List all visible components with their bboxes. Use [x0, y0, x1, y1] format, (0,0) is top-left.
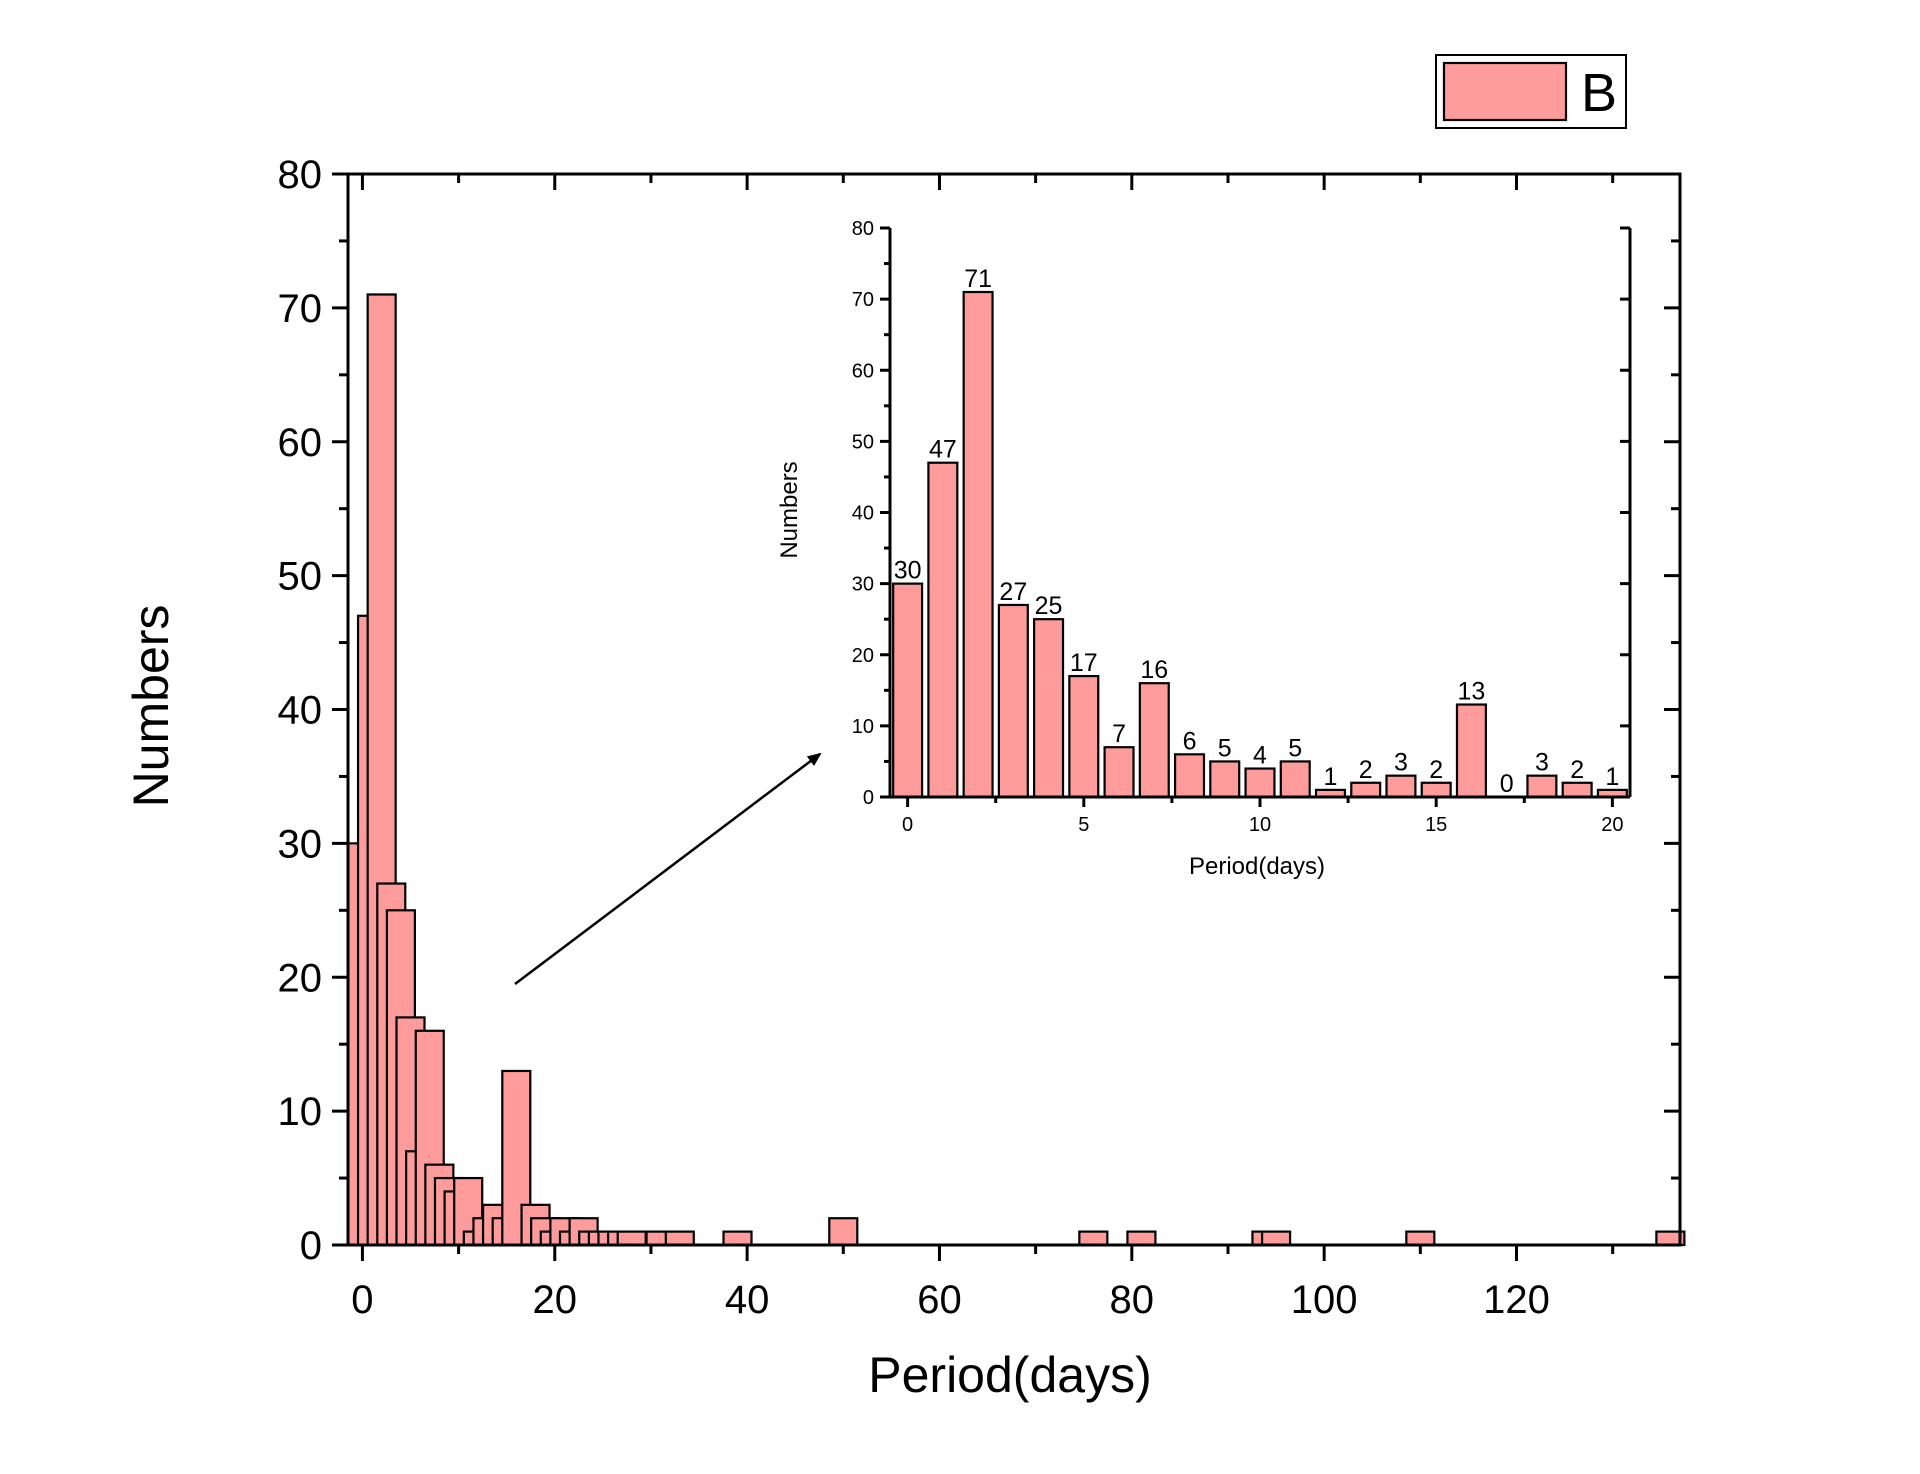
- main-y-tick-label: 70: [278, 287, 323, 331]
- inset-bar-8: [1173, 753, 1206, 799]
- main-y-tick-label: 20: [278, 956, 323, 1000]
- main-x-tick-label: 80: [1110, 1278, 1155, 1322]
- inset-bar-6: [1103, 746, 1135, 799]
- inset-bar-0: [892, 582, 924, 799]
- inset-bar-2: [962, 290, 994, 799]
- inset-y-tick-label: 40: [852, 503, 874, 525]
- inset-y-tick-label: 0: [863, 787, 874, 809]
- legend-swatch: [1442, 61, 1568, 122]
- main-bar-32: [828, 1217, 859, 1247]
- inset-data-label: 71: [964, 265, 992, 293]
- main-bar-37: [1405, 1230, 1436, 1247]
- main-axes: [332, 172, 1682, 1261]
- inset-x-tick-label: 20: [1601, 814, 1623, 836]
- inset-bar-10: [1244, 767, 1276, 799]
- main-y-tick-label: 40: [278, 689, 323, 733]
- inset-y-tick-label: 10: [852, 716, 874, 738]
- inset-data-label: 3: [1535, 749, 1549, 777]
- main-y-tick-label: 80: [278, 153, 323, 197]
- zoom-arrow: [514, 752, 822, 985]
- inset-data-label: 0: [1500, 770, 1514, 798]
- inset-bar-19: [1561, 781, 1593, 799]
- main-bar-30: [664, 1230, 695, 1247]
- main-y-tick-label: 50: [278, 555, 323, 599]
- inset-data-label: 1: [1605, 763, 1619, 791]
- inset-bar-14: [1385, 774, 1417, 799]
- inset-data-label: 30: [894, 557, 922, 585]
- main-x-axis-title: Period(days): [868, 1347, 1151, 1403]
- inset-data-label: 47: [929, 436, 957, 464]
- inset-data-label: 16: [1140, 656, 1168, 684]
- main-bar-34: [1126, 1230, 1157, 1247]
- inset-data-label: 25: [1035, 592, 1063, 620]
- main-x-tick-label: 100: [1291, 1278, 1358, 1322]
- inset-data-label: 17: [1070, 649, 1098, 677]
- inset-x-tick-label: 15: [1425, 814, 1447, 836]
- inset-bar-3: [997, 603, 1029, 799]
- main-x-tick-label: 120: [1483, 1278, 1550, 1322]
- inset-y-axis-title: Numbers: [776, 461, 803, 558]
- inset-bar-7: [1138, 682, 1170, 799]
- inset-bar-5: [1068, 674, 1100, 799]
- main-y-tick-label: 30: [278, 822, 323, 866]
- inset-data-label: 13: [1458, 678, 1486, 706]
- inset-bar-4: [1033, 618, 1065, 799]
- inset-bar-9: [1209, 760, 1241, 799]
- inset-y-tick-label: 60: [852, 360, 874, 382]
- inset-data-label: 3: [1394, 749, 1408, 777]
- inset-data-label: 5: [1218, 734, 1232, 762]
- inset-data-label: 1: [1324, 763, 1338, 791]
- inset-x-tick-label: 0: [902, 814, 913, 836]
- inset-axes: [880, 226, 1632, 807]
- inset-bars: [892, 290, 1628, 799]
- inset-bar-15: [1420, 781, 1452, 799]
- legend: B: [1435, 54, 1627, 129]
- inset-y-tick-label: 50: [852, 431, 874, 453]
- inset-data-label: 27: [999, 578, 1027, 606]
- inset-data-label: 5: [1288, 734, 1302, 762]
- inset-data-label: 2: [1359, 756, 1373, 784]
- main-y-tick-label: 10: [278, 1090, 323, 1134]
- inset-x-axis-title: Period(days): [1189, 853, 1325, 880]
- inset-bar-11: [1279, 760, 1311, 799]
- main-bar-33: [1078, 1230, 1109, 1247]
- inset-y-tick-label: 30: [852, 574, 874, 596]
- main-y-tick-label: 60: [278, 421, 323, 465]
- main-x-tick-label: 0: [351, 1278, 373, 1322]
- inset-x-tick-label: 5: [1078, 814, 1089, 836]
- main-bars: [347, 293, 1686, 1247]
- main-bar-36: [1260, 1230, 1292, 1247]
- inset-data-label: 2: [1429, 756, 1443, 784]
- inset-bar-16: [1455, 703, 1487, 799]
- inset-x-tick-label: 10: [1249, 814, 1271, 836]
- main-x-tick-label: 60: [917, 1278, 962, 1322]
- main-y-tick-label: 0: [300, 1224, 322, 1268]
- main-y-axis-title: Numbers: [123, 605, 179, 808]
- main-bar-28: [616, 1230, 647, 1247]
- inset-data-label: 4: [1253, 742, 1267, 770]
- inset-y-tick-label: 70: [852, 289, 874, 311]
- main-x-tick-label: 40: [725, 1278, 770, 1322]
- inset-data-label: 7: [1112, 720, 1126, 748]
- inset-bar-13: [1350, 781, 1382, 799]
- inset-data-label: 6: [1183, 727, 1197, 755]
- main-x-tick-label: 20: [533, 1278, 578, 1322]
- inset-bar-18: [1526, 774, 1558, 799]
- inset-bar-1: [927, 461, 959, 799]
- inset-y-tick-label: 20: [852, 645, 874, 667]
- legend-label: B: [1581, 63, 1617, 123]
- inset-data-label: 2: [1570, 756, 1584, 784]
- main-bar-31: [722, 1230, 753, 1247]
- inset-y-tick-label: 80: [852, 218, 874, 240]
